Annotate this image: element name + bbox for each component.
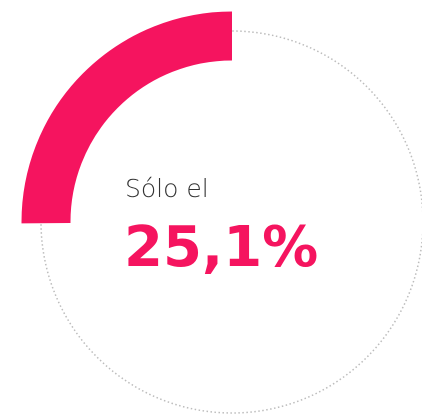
arc: [21, 11, 233, 224]
value-label: 25,1%: [124, 215, 318, 280]
caption: Sólo el: [125, 174, 209, 203]
